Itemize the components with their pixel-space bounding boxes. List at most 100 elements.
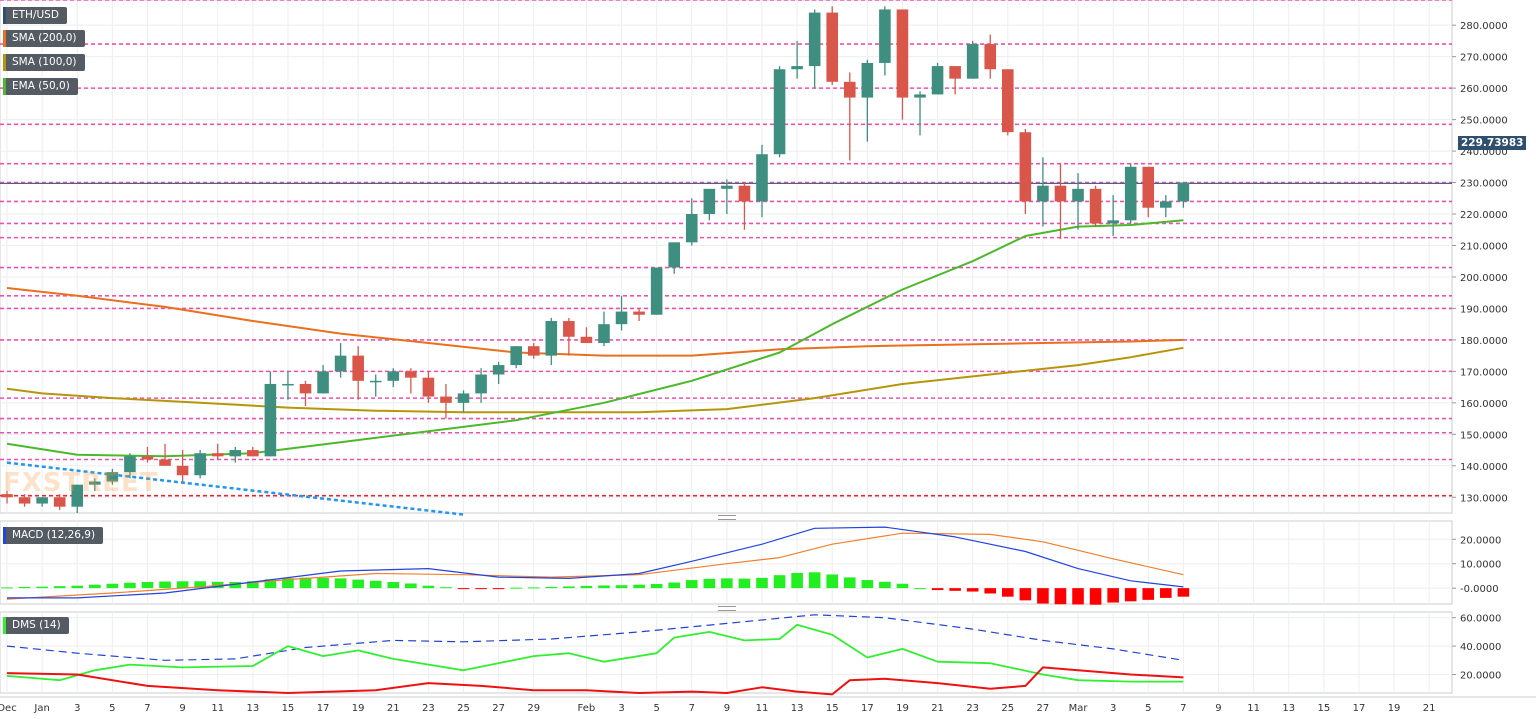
macd-histogram-bar bbox=[598, 585, 610, 589]
legend-ema50[interactable]: EMA (50,0) bbox=[3, 78, 78, 95]
x-tick-label: Dec bbox=[0, 703, 17, 714]
candle-up bbox=[545, 321, 558, 356]
macd-histogram-bar bbox=[756, 577, 768, 589]
x-tick-label: 19 bbox=[1388, 703, 1401, 714]
x-tick-label: 9 bbox=[1215, 703, 1221, 714]
macd-histogram-bar bbox=[71, 585, 84, 589]
legend-swatch bbox=[3, 78, 6, 95]
macd-histogram-bar bbox=[405, 583, 417, 589]
legend-sma100-label: SMA (100,0) bbox=[12, 56, 77, 68]
macd-histogram-bar bbox=[1054, 588, 1067, 605]
x-tick-label: 7 bbox=[144, 703, 150, 714]
di-plus-line bbox=[6, 623, 1184, 683]
candle-down bbox=[53, 497, 66, 507]
macd-histogram-bar bbox=[317, 577, 329, 589]
candle-down bbox=[211, 453, 224, 457]
macd-histogram-bar bbox=[36, 586, 48, 589]
y-tick-label: 280.0000 bbox=[1460, 21, 1508, 32]
macd-histogram-bar bbox=[563, 586, 575, 589]
y-tick-label: -0.0000 bbox=[1460, 584, 1499, 595]
legend-dms[interactable]: DMS (14) bbox=[3, 617, 69, 634]
x-tick-label: 23 bbox=[966, 703, 979, 714]
candle-up bbox=[369, 380, 382, 383]
macd-histogram-bar bbox=[369, 580, 382, 589]
legend-sma200[interactable]: SMA (200,0) bbox=[3, 30, 85, 47]
di-minus-line bbox=[6, 666, 1184, 696]
macd-histogram-bar bbox=[176, 581, 189, 589]
watermark-logo: FXSTREET bbox=[3, 468, 159, 498]
candle-up bbox=[966, 44, 979, 79]
candle-up bbox=[879, 9, 891, 63]
y-tick-label: 20.0000 bbox=[1460, 671, 1501, 682]
x-tick-label: 17 bbox=[861, 703, 874, 714]
candle-up bbox=[194, 453, 206, 476]
legend-swatch bbox=[3, 7, 6, 24]
y-tick-label: 270.0000 bbox=[1460, 53, 1508, 64]
candle-up bbox=[1037, 185, 1049, 202]
y-tick-label: 200.0000 bbox=[1460, 273, 1508, 284]
pane-frame bbox=[0, 0, 1453, 514]
legend-ema50-label: EMA (50,0) bbox=[12, 80, 70, 92]
x-tick-label: 15 bbox=[826, 703, 839, 714]
last-price-tag: 229.73983 bbox=[1458, 136, 1527, 150]
macd-histogram-bar bbox=[1142, 588, 1155, 600]
y-tick-label: 20.0000 bbox=[1460, 535, 1501, 546]
candle-up bbox=[914, 94, 926, 98]
pane-resize-handle[interactable] bbox=[718, 515, 736, 520]
candle-up bbox=[282, 383, 294, 386]
pane-frame bbox=[0, 520, 1453, 605]
candle-down bbox=[843, 81, 856, 98]
candle-up bbox=[773, 69, 786, 155]
y-tick-label: 260.0000 bbox=[1460, 84, 1508, 95]
candle-up bbox=[36, 497, 48, 504]
candle-down bbox=[141, 456, 154, 460]
candle-down bbox=[1089, 188, 1102, 224]
x-tick-label: 27 bbox=[492, 703, 505, 714]
macd-histogram-bar bbox=[861, 580, 874, 589]
y-tick-label: 10.0000 bbox=[1460, 560, 1501, 571]
x-tick-label: 27 bbox=[1037, 703, 1050, 714]
legend-swatch bbox=[3, 617, 6, 634]
macd-histogram-bar bbox=[492, 588, 505, 590]
macd-histogram-bar bbox=[931, 588, 944, 591]
x-tick-label: 5 bbox=[653, 703, 659, 714]
candle-down bbox=[949, 66, 961, 79]
macd-histogram-bar bbox=[53, 586, 66, 589]
candle-down bbox=[633, 311, 645, 315]
macd-histogram-bar bbox=[457, 588, 470, 590]
macd-histogram-bar bbox=[668, 582, 680, 589]
macd-histogram-bar bbox=[18, 586, 31, 589]
macd-histogram-bar bbox=[352, 579, 364, 589]
legend-swatch bbox=[3, 30, 6, 47]
y-tick-label: 230.0000 bbox=[1460, 179, 1508, 190]
x-tick-label: 19 bbox=[352, 703, 365, 714]
x-tick-label: 29 bbox=[527, 703, 540, 714]
legend-symbol[interactable]: ETH/USD bbox=[3, 7, 67, 24]
candle-up bbox=[598, 324, 610, 344]
macd-histogram-bar bbox=[650, 583, 663, 589]
candle-up bbox=[510, 346, 522, 366]
macd-histogram-bar bbox=[422, 585, 435, 589]
candle-up bbox=[264, 383, 277, 457]
candle-up bbox=[1177, 182, 1190, 202]
legend-sma100[interactable]: SMA (100,0) bbox=[3, 54, 85, 71]
candle-down bbox=[1, 494, 13, 498]
macd-histogram-bar bbox=[1019, 588, 1032, 601]
x-tick-label: 7 bbox=[1180, 703, 1186, 714]
macd-histogram-bar bbox=[387, 582, 400, 589]
macd-histogram-bar bbox=[1089, 588, 1102, 605]
macd-histogram-bar bbox=[615, 585, 628, 589]
legend-macd[interactable]: MACD (12,26,9) bbox=[3, 527, 104, 544]
pane-resize-handle[interactable] bbox=[718, 606, 736, 611]
legend-macd-label: MACD (12,26,9) bbox=[12, 529, 96, 541]
macd-histogram-bar bbox=[159, 581, 171, 589]
candle-down bbox=[1142, 166, 1155, 208]
macd-histogram-bar bbox=[124, 582, 136, 589]
x-tick-label: 3 bbox=[74, 703, 80, 714]
candle-up bbox=[229, 450, 242, 457]
candle-up bbox=[106, 472, 119, 482]
x-tick-label: 21 bbox=[931, 703, 944, 714]
macd-histogram-bar bbox=[721, 578, 733, 589]
macd-histogram-bar bbox=[545, 586, 558, 589]
